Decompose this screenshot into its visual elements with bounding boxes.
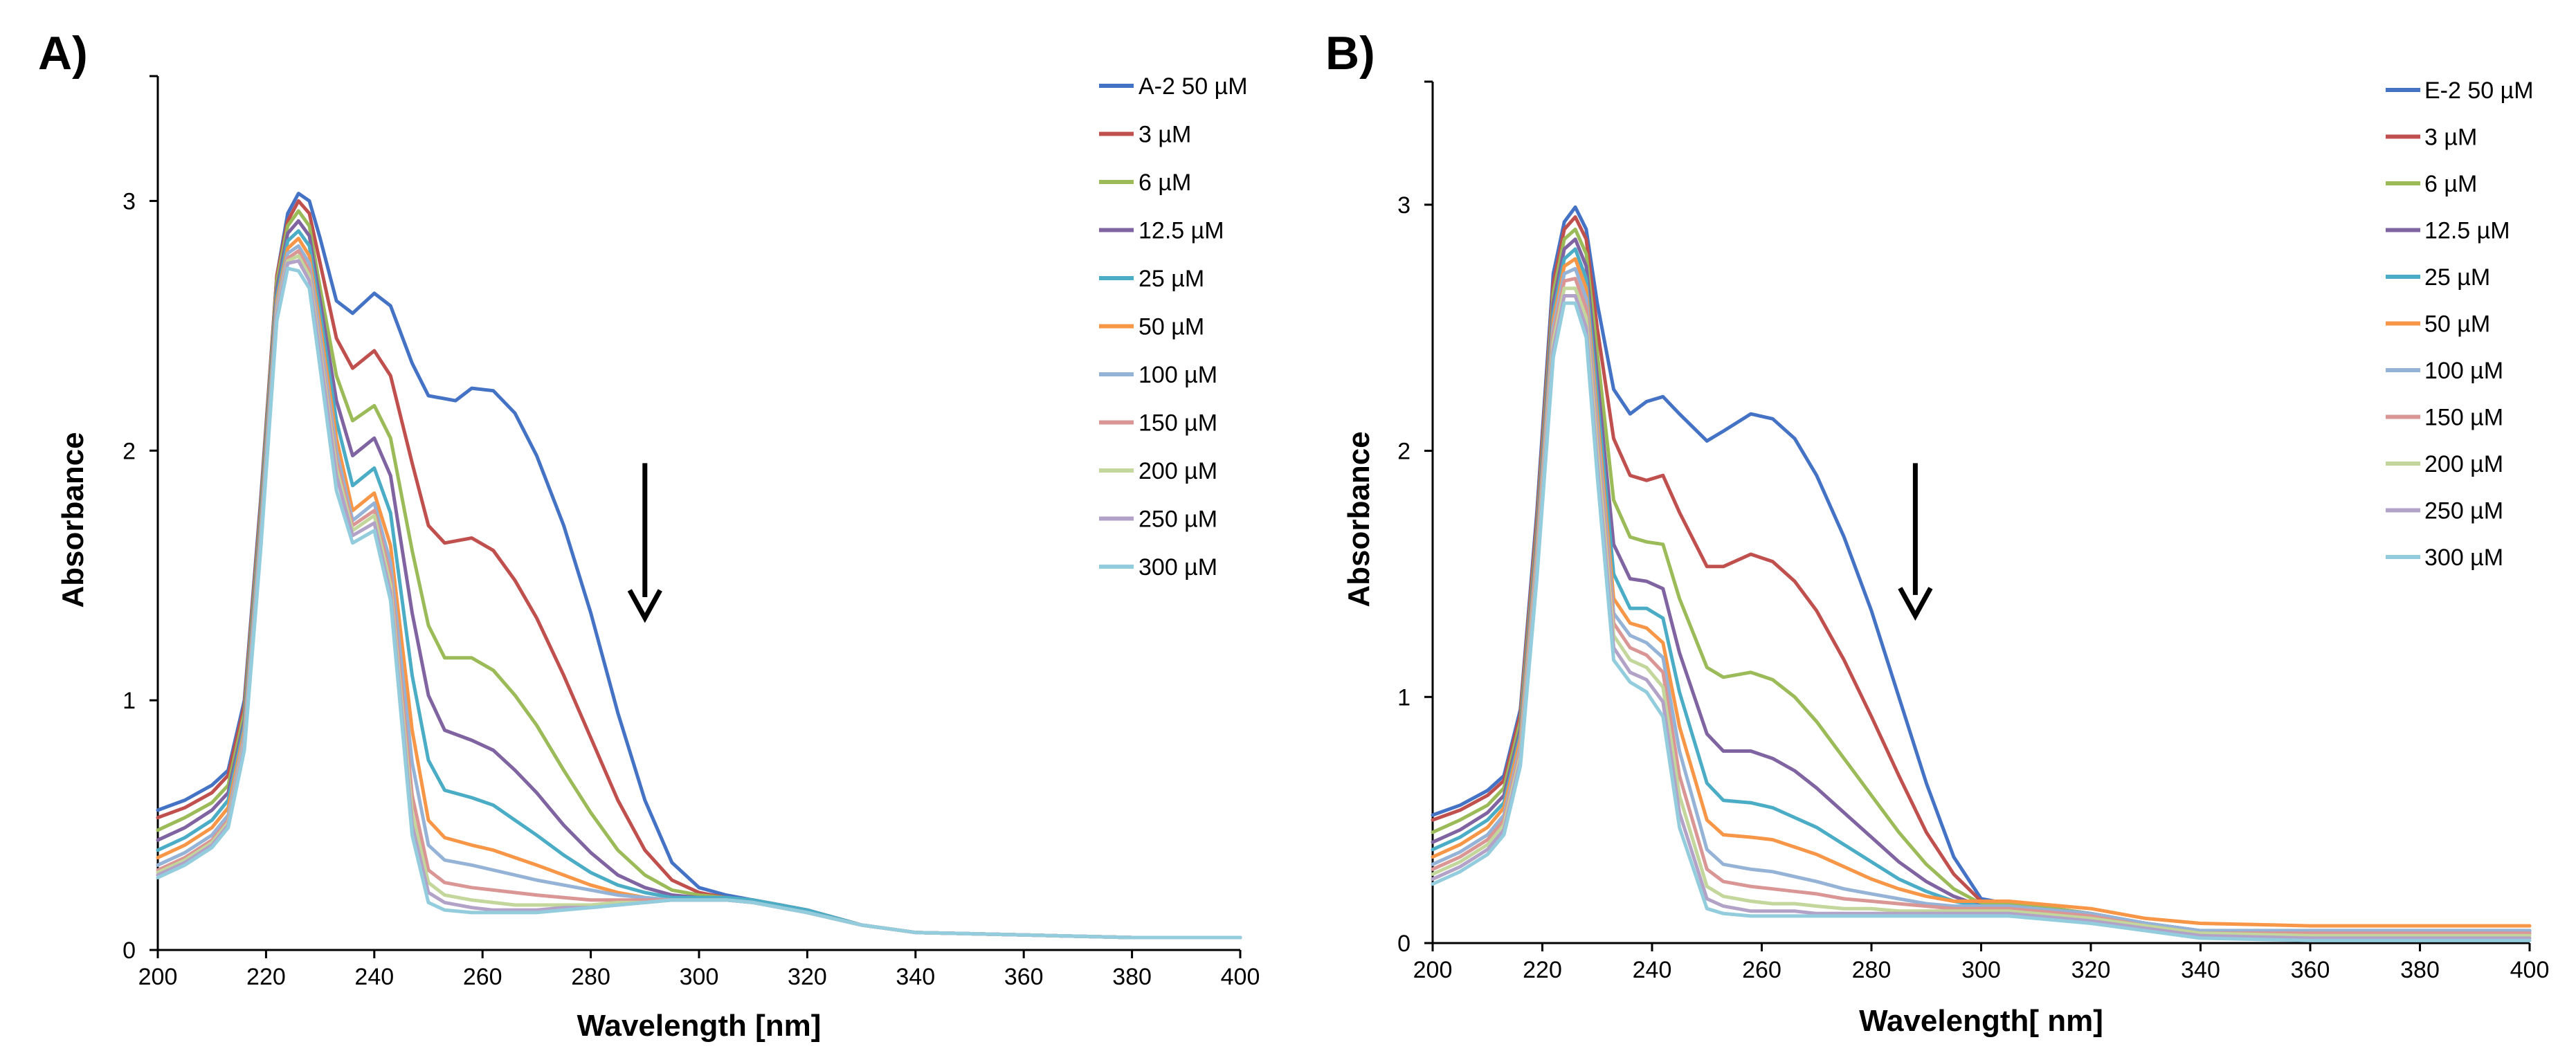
x-tick-label: 400 [1221, 964, 1260, 990]
x-tick-label: 360 [1004, 964, 1044, 990]
legend-label: 250 µM [2424, 498, 2503, 524]
x-tick-label: 200 [138, 964, 178, 990]
legend-label: 6 µM [1139, 170, 1191, 196]
y-tick-label: 3 [123, 188, 136, 214]
y-tick-label: 1 [1397, 684, 1411, 711]
chart-panel-b: B) 200 220 240 260 280 300 320 340 360 380 400 0 1 2 3 W… [1325, 27, 2549, 1038]
legend-label: 100 µM [2424, 358, 2503, 384]
x-tick-label: 300 [680, 964, 719, 990]
legend-label: 300 µM [1139, 554, 1217, 581]
series-group [1431, 205, 2532, 942]
y-tick-label: 2 [123, 438, 136, 464]
x-tick-label: 220 [1523, 957, 1562, 983]
series-line-2 [1431, 215, 2532, 933]
legend-label: 250 µM [1139, 506, 1217, 533]
x-tick-label: 280 [571, 964, 610, 990]
x-tick-label: 200 [1413, 957, 1453, 983]
x-tick-label: 300 [1961, 957, 2001, 983]
x-tick-label: 380 [2400, 957, 2440, 983]
panel-label: A) [38, 27, 88, 80]
x-tick-label: 400 [2510, 957, 2550, 983]
y-axis-title: Absorbance [1342, 431, 1376, 607]
x-tick-label: 260 [463, 964, 502, 990]
x-tick-label: 220 [246, 964, 286, 990]
series-group [156, 192, 1242, 940]
legend-label: E-2 50 µM [2424, 77, 2534, 104]
legend-label: 150 µM [2424, 405, 2503, 431]
legend: E-2 50 µM 3 µM 6 µM 12.5 µM 25 µM 50 µM 100 µM… [2386, 77, 2534, 571]
legend-label: 300 µM [2424, 545, 2503, 571]
legend-label: 200 µM [1139, 458, 1217, 484]
x-tick-label: 360 [2291, 957, 2330, 983]
legend-label: 150 µM [1139, 410, 1217, 437]
arrow-head-icon [627, 589, 662, 623]
legend-label: 50 µM [1139, 314, 1204, 340]
x-axis-title: Wavelength[ nm] [1859, 1004, 2103, 1038]
legend-label: 100 µM [1139, 362, 1217, 388]
legend-label: 50 µM [2424, 311, 2490, 338]
legend-label: 3 µM [1139, 122, 1191, 148]
legend-label: 25 µM [1139, 266, 1204, 292]
y-tick-label: 1 [123, 688, 136, 714]
y-axis-title: Absorbance [56, 432, 90, 607]
y-tick-label: 0 [1397, 931, 1411, 957]
series-line-11 [156, 266, 1242, 940]
legend-label: 12.5 µM [2424, 218, 2510, 244]
arrow-head-icon [1898, 587, 1933, 621]
legend-label: 12.5 µM [1139, 218, 1224, 244]
x-tick-label: 340 [896, 964, 935, 990]
legend: A-2 50 µM 3 µM 6 µM 12.5 µM 25 µM 50 µM 100 µM… [1099, 73, 1248, 581]
legend-label: 25 µM [2424, 264, 2490, 291]
x-tick-label: 380 [1112, 964, 1152, 990]
x-axis-title: Wavelength [nm] [577, 1009, 822, 1043]
series-line-11 [1431, 301, 2532, 942]
x-tick-label: 340 [2181, 957, 2220, 983]
x-tick-label: 320 [788, 964, 827, 990]
chart-panel-a: A) 200 220 240 260 280 300 320 340 360 380 400 0 1 2 3 W… [38, 27, 1260, 1043]
legend-label: 6 µM [2424, 171, 2477, 197]
legend-label: 3 µM [2424, 125, 2477, 151]
x-tick-label: 280 [1852, 957, 1892, 983]
legend-label: 200 µM [2424, 451, 2503, 477]
y-tick-label: 0 [123, 938, 136, 964]
legend-label: A-2 50 µM [1139, 73, 1248, 100]
y-tick-label: 3 [1397, 192, 1411, 219]
x-tick-label: 240 [1633, 957, 1672, 983]
x-tick-label: 240 [354, 964, 394, 990]
x-tick-label: 320 [2071, 957, 2111, 983]
y-tick-label: 2 [1397, 439, 1411, 465]
x-tick-label: 260 [1742, 957, 1781, 983]
panel-label: B) [1325, 27, 1375, 80]
